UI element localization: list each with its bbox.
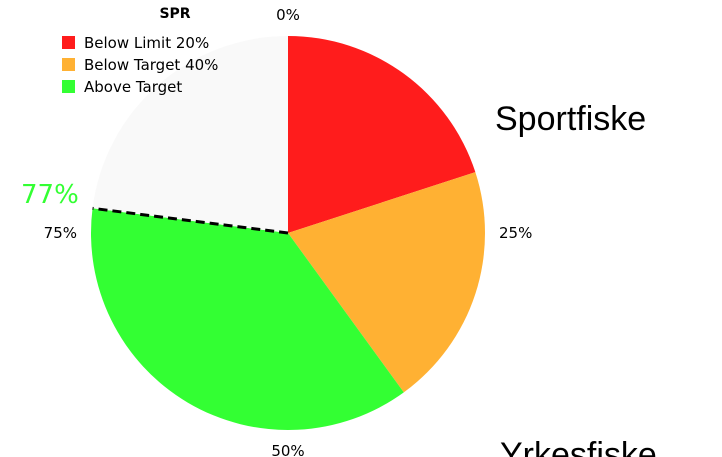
legend-label: Below Limit 20% xyxy=(84,34,209,52)
pie-slice xyxy=(288,172,485,393)
annotation: Sportfiske xyxy=(495,100,646,138)
marker-label: 77% xyxy=(21,180,79,210)
legend-label: Above Target xyxy=(84,78,182,96)
legend-swatch xyxy=(62,58,75,71)
pie-slice xyxy=(91,208,404,430)
tick-label: 25% xyxy=(499,224,532,242)
annotation: Yrkesfiske xyxy=(500,436,657,457)
legend-swatch xyxy=(62,36,75,49)
pie-slice xyxy=(92,36,288,233)
tick-label: 75% xyxy=(44,224,77,242)
pie-slice xyxy=(288,36,476,233)
marker-line xyxy=(92,206,289,235)
pie: 0% 25% 50% 75% 77% Below Limit 20% Below Targe… xyxy=(21,6,532,457)
legend-title: SPR xyxy=(159,6,190,22)
tick-label: 50% xyxy=(271,442,304,457)
legend-swatch xyxy=(62,80,75,93)
tick-label: 0% xyxy=(276,6,300,24)
legend-label: Below Target 40% xyxy=(84,56,218,74)
